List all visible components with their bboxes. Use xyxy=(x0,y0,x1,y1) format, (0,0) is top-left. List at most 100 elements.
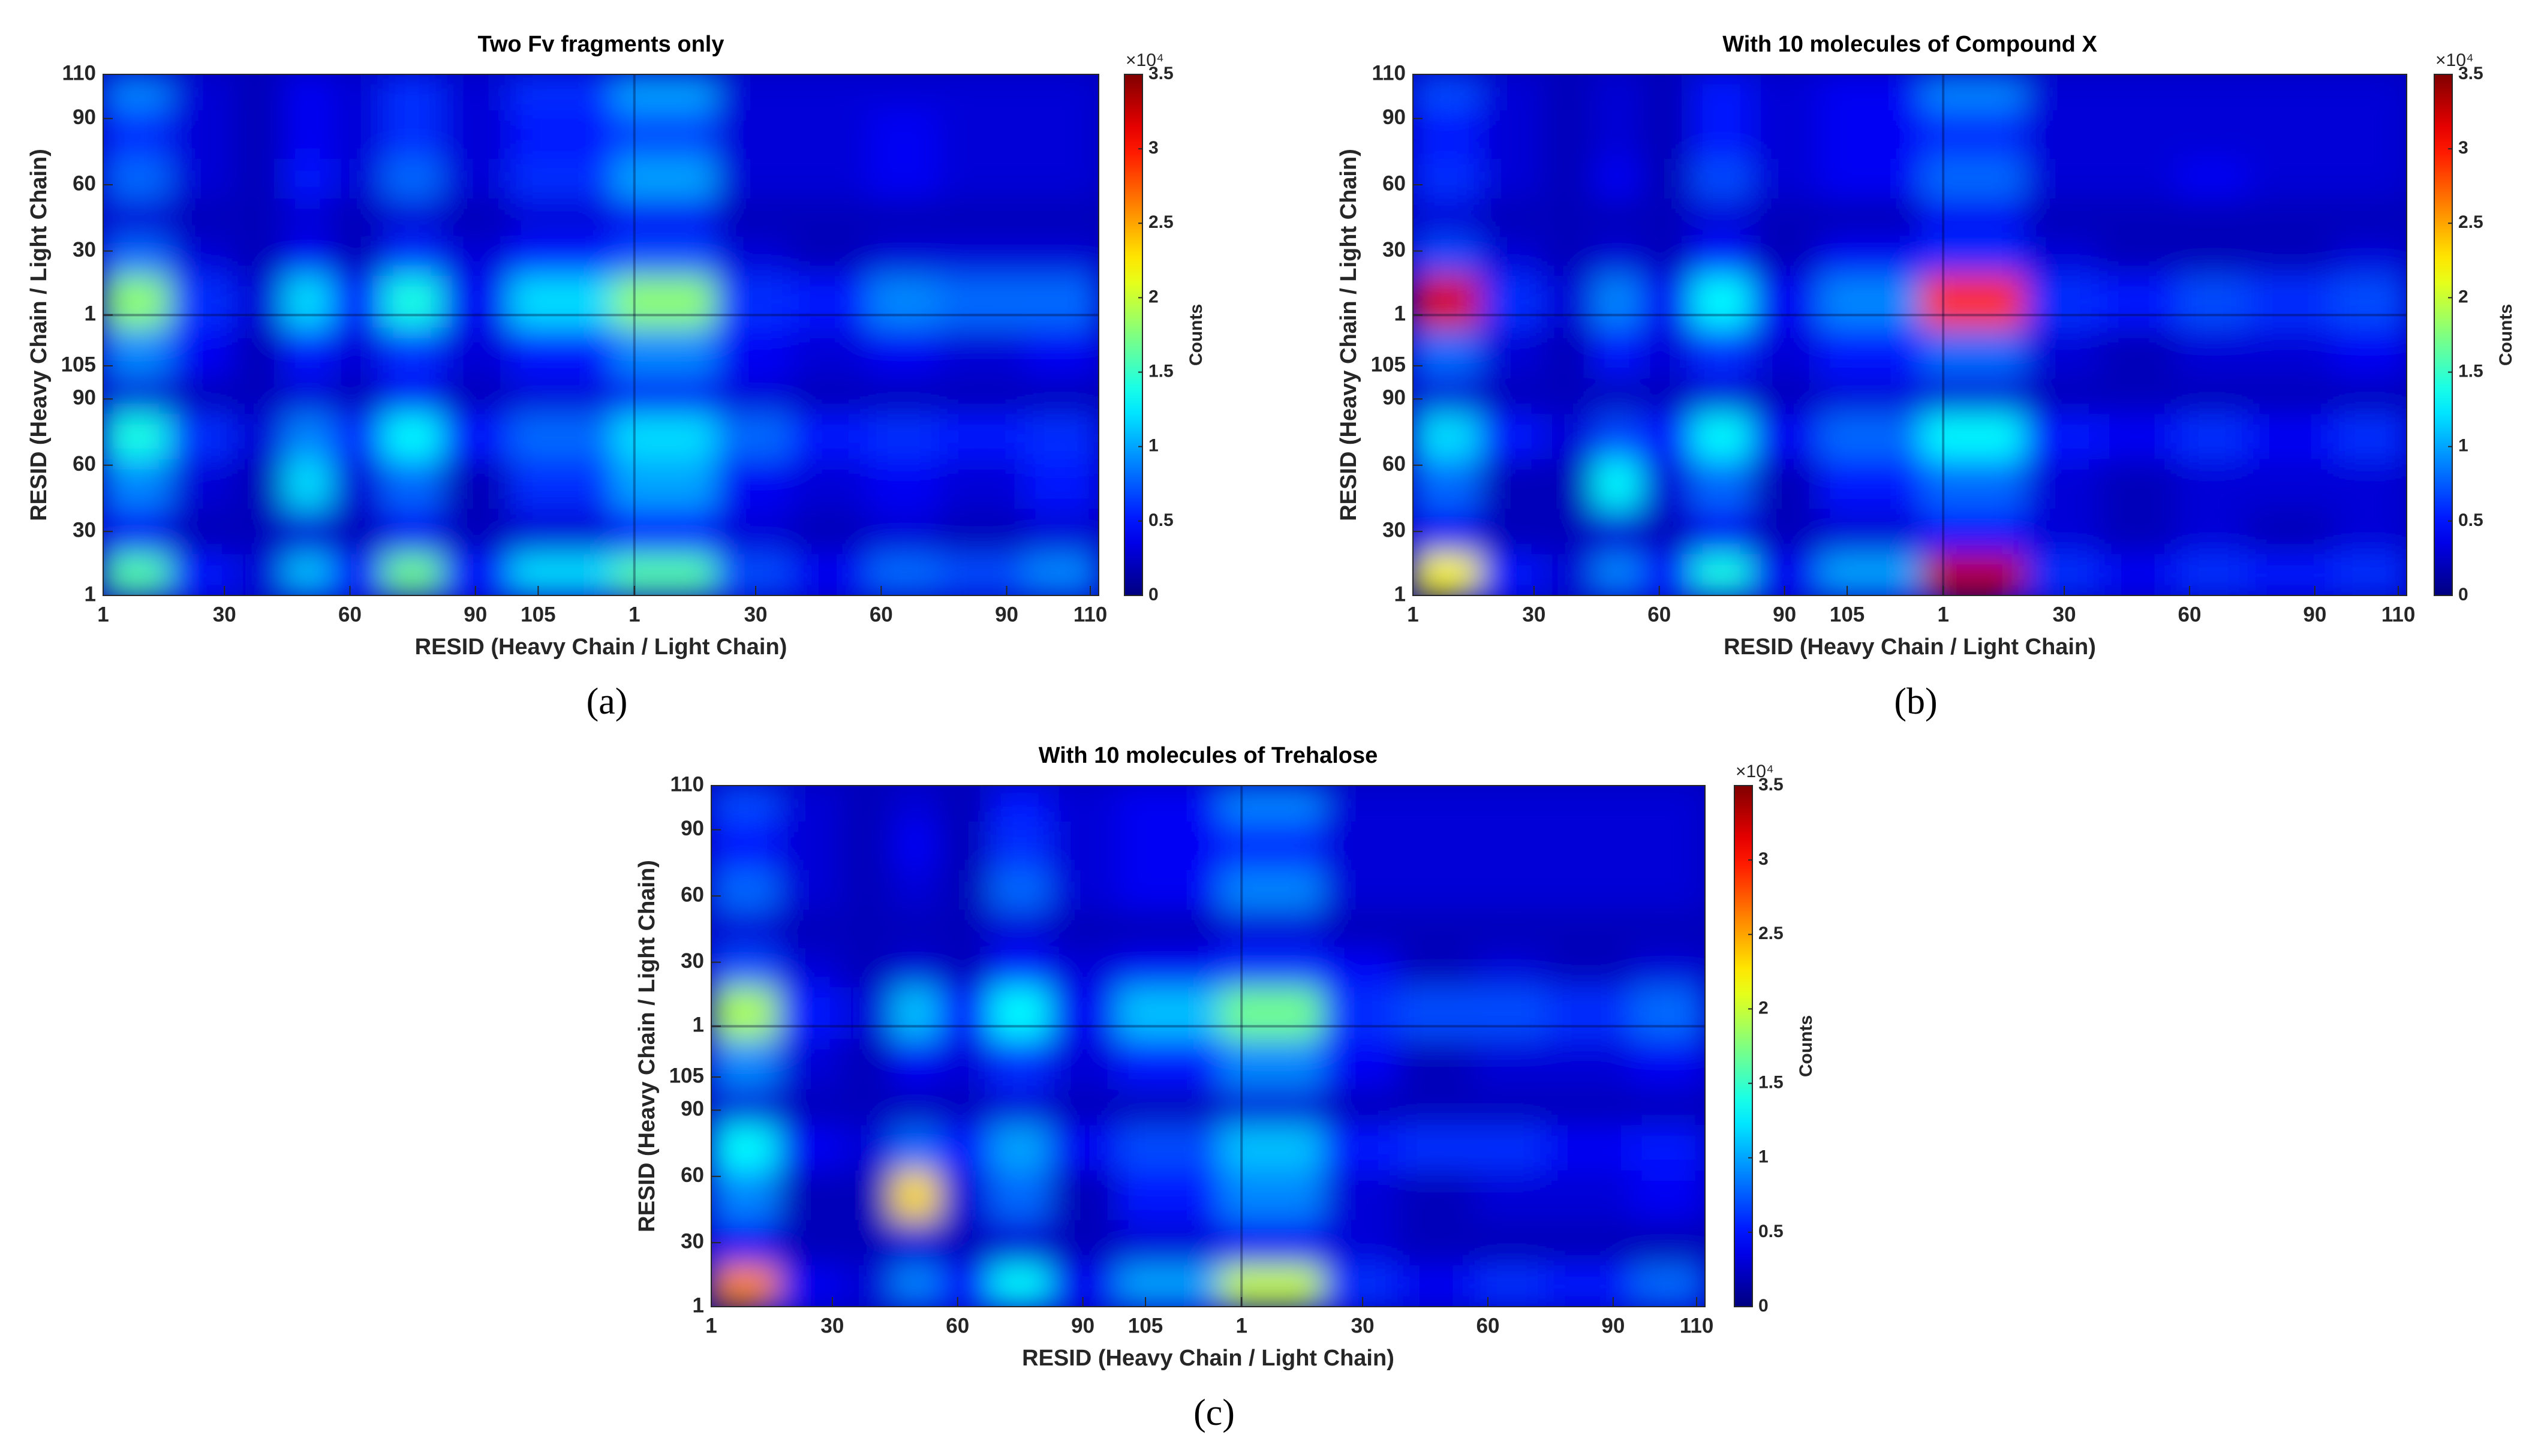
heat-cell xyxy=(1692,458,1752,509)
heat-cell xyxy=(1117,820,1222,870)
heat-cell xyxy=(868,197,940,237)
heat-cell xyxy=(103,74,171,110)
heat-cell xyxy=(711,1037,779,1089)
heat-cell xyxy=(232,553,286,595)
heat-cell xyxy=(2333,553,2407,595)
y-tick-label: 110 xyxy=(1372,61,1406,85)
heat-cell xyxy=(777,909,841,949)
heat-cell xyxy=(868,458,940,509)
heat-cell xyxy=(1048,820,1119,870)
heat-cell xyxy=(510,74,614,110)
heat-cell xyxy=(330,236,384,276)
heat-cell xyxy=(2099,74,2178,110)
heat-cell xyxy=(2247,197,2335,237)
heat-cell xyxy=(711,1219,779,1266)
colorbar-tick-label: 1.5 xyxy=(2458,361,2483,381)
x-tick-label: 30 xyxy=(2053,603,2076,626)
heat-cell xyxy=(2023,326,2101,378)
heat-cell xyxy=(1413,157,1481,199)
heat-cell xyxy=(169,109,234,159)
x-axis-label: RESID (Heavy Chain / Light Chain) xyxy=(1724,634,2096,660)
heat-cell xyxy=(939,275,1026,328)
heat-cell xyxy=(1413,507,1481,555)
heat-cell xyxy=(990,1087,1050,1126)
x-tick-label: 60 xyxy=(1647,603,1671,626)
x-tick-label: 90 xyxy=(1773,603,1796,626)
heat-cell xyxy=(840,1124,894,1171)
colorbar-tick-label: 0 xyxy=(1758,1296,1769,1316)
heat-cell xyxy=(1545,820,1633,870)
heat-cell xyxy=(1322,1037,1399,1089)
heat-cell xyxy=(441,458,512,509)
heat-cell xyxy=(510,275,614,328)
colorbar xyxy=(1124,74,1143,596)
heat-cell xyxy=(1220,986,1324,1039)
y-axis-label: RESID (Heavy Chain / Light Chain) xyxy=(634,860,660,1232)
heat-cell xyxy=(1692,326,1752,378)
heat-cell xyxy=(1921,157,2025,199)
y-tick-label: 110 xyxy=(670,772,704,796)
heat-cell xyxy=(510,458,614,509)
heat-cell xyxy=(1541,376,1595,414)
y-tick-label: 1 xyxy=(85,302,96,326)
heat-cell xyxy=(383,553,443,595)
heat-cell xyxy=(2247,275,2335,328)
heat-cell xyxy=(892,1219,940,1266)
heat-cell xyxy=(232,413,286,459)
heat-cell xyxy=(383,376,443,414)
heat-cell xyxy=(790,157,870,199)
heat-cell xyxy=(2176,197,2249,237)
heat-cell xyxy=(1631,1169,1705,1220)
heat-cell xyxy=(1640,507,1694,555)
heat-cell xyxy=(169,157,234,199)
x-tick-label: 1 xyxy=(1235,1314,1247,1337)
heat-cell xyxy=(777,868,841,910)
colorbar-exponent: ×10⁴ xyxy=(2435,50,2474,70)
heat-cell xyxy=(2023,553,2101,595)
heat-cell xyxy=(1397,1087,1476,1126)
heat-cell xyxy=(939,197,1026,237)
heat-cell xyxy=(1692,376,1752,414)
heat-cell xyxy=(1631,909,1705,949)
heat-cell xyxy=(1479,197,1543,237)
heat-cell xyxy=(1475,1219,1547,1266)
heat-cell xyxy=(1024,74,1099,110)
colorbar xyxy=(1734,785,1753,1307)
chart-title: With 10 molecules of Trehalose xyxy=(1039,743,1378,768)
heat-cell xyxy=(2333,236,2407,276)
heat-cell xyxy=(840,1037,894,1089)
heat-cell xyxy=(1640,74,1694,110)
heat-cell xyxy=(1819,74,1923,110)
heat-cell xyxy=(1397,786,1476,822)
heat-cell xyxy=(612,74,717,110)
heat-cell xyxy=(2176,376,2249,414)
y-tick-label: 105 xyxy=(1371,353,1406,376)
heat-cell xyxy=(1640,236,1694,276)
heat-cell xyxy=(1631,1087,1705,1126)
heat-cell xyxy=(1692,275,1752,328)
heat-cell xyxy=(1541,74,1595,110)
y-tick-label: 1 xyxy=(85,582,96,606)
heat-cell xyxy=(711,1169,779,1220)
heat-cell xyxy=(938,909,992,949)
y-tick-label: 1 xyxy=(693,1293,704,1317)
heat-cell xyxy=(169,458,234,509)
heat-cell xyxy=(2176,326,2249,378)
heat-cell xyxy=(1322,909,1399,949)
x-tick-label: 60 xyxy=(338,603,362,626)
heat-cell xyxy=(1117,786,1222,822)
heat-cell xyxy=(1413,326,1481,378)
heat-cell xyxy=(232,109,286,159)
heat-cell xyxy=(1692,74,1752,110)
heat-cell xyxy=(103,458,171,509)
heat-cell xyxy=(232,507,286,555)
heat-cell xyxy=(2333,326,2407,378)
heat-cell xyxy=(1475,1169,1547,1220)
x-tick-label: 110 xyxy=(1073,603,1107,626)
heat-cell xyxy=(2176,157,2249,199)
heatmap xyxy=(103,74,1099,595)
heat-cell xyxy=(790,413,870,459)
heat-cell xyxy=(840,986,894,1039)
heat-cell xyxy=(777,1037,841,1089)
heat-cell xyxy=(2023,413,2101,459)
